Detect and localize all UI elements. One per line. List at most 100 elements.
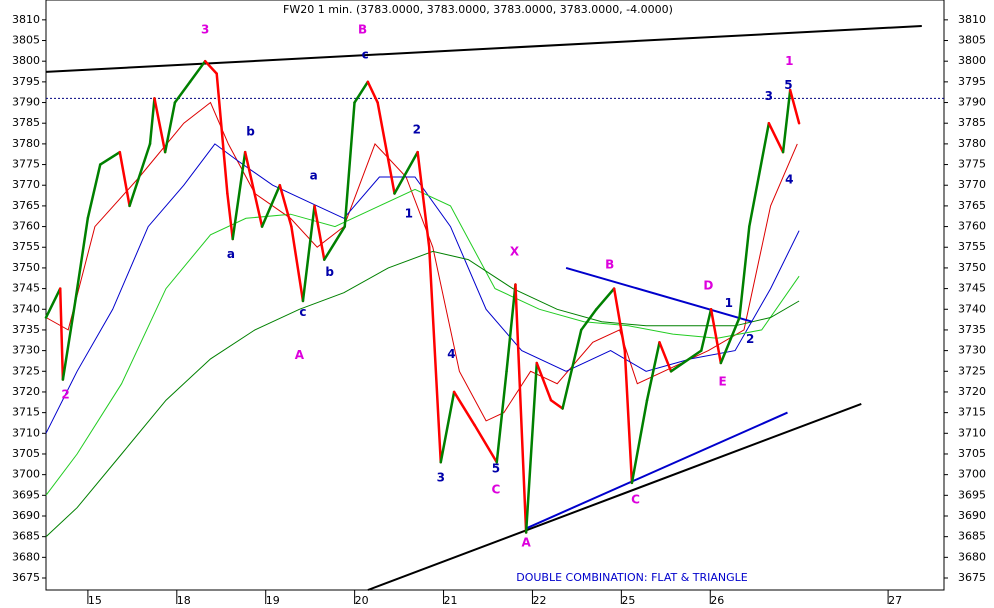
y-tick-label-right: 3750 xyxy=(958,261,986,274)
y-tick-label: 3725 xyxy=(12,364,40,377)
y-tick-label: 3685 xyxy=(12,530,40,543)
wave-label: c xyxy=(299,305,306,319)
price-segment xyxy=(128,142,152,208)
y-tick-label: 3740 xyxy=(12,302,40,315)
x-tick-label: 22 xyxy=(532,594,546,607)
y-tick-label: 3750 xyxy=(12,261,40,274)
price-segment xyxy=(353,80,370,104)
price-segment xyxy=(44,287,62,319)
y-tick-label-right: 3755 xyxy=(958,240,986,253)
y-tick-label: 3745 xyxy=(12,282,40,295)
wave-label: 3 xyxy=(437,470,445,484)
y-tick-label-right: 3740 xyxy=(958,302,986,315)
price-segment xyxy=(473,423,499,464)
price-segment xyxy=(301,204,316,303)
wave-label: C xyxy=(631,492,640,506)
wave-label: 1 xyxy=(405,206,413,220)
chart-title: FW20 1 min. (3783.0000, 3783.0000, 3783.… xyxy=(283,3,673,16)
y-tick-label: 3680 xyxy=(12,550,40,563)
y-tick-label-right: 3785 xyxy=(958,116,986,129)
y-tick-label-right: 3690 xyxy=(958,509,986,522)
price-segment xyxy=(376,101,396,195)
y-tick-label-right: 3700 xyxy=(958,468,986,481)
x-tick-label: 25 xyxy=(621,594,635,607)
y-tick-label: 3760 xyxy=(12,220,40,233)
price-segment xyxy=(767,121,785,154)
x-tick-label: 27 xyxy=(888,594,902,607)
y-tick-label: 3795 xyxy=(12,75,40,88)
price-segment xyxy=(658,341,673,373)
y-tick-label-right: 3745 xyxy=(958,282,986,295)
y-tick-label: 3675 xyxy=(12,571,40,584)
price-segment xyxy=(323,225,346,261)
wave-label: a xyxy=(310,169,318,183)
y-tick-label: 3785 xyxy=(12,116,40,129)
moving-average xyxy=(45,188,800,496)
y-tick-label-right: 3765 xyxy=(958,199,986,212)
wave-label: 4 xyxy=(447,347,455,361)
y-tick-label-right: 3790 xyxy=(958,96,986,109)
y-tick-label-right: 3730 xyxy=(958,344,986,357)
price-segment xyxy=(290,225,305,303)
price-segment xyxy=(86,163,102,220)
price-segment xyxy=(148,97,156,146)
price-segment xyxy=(505,283,517,373)
x-tick-label: 18 xyxy=(177,594,191,607)
price-segment xyxy=(243,150,264,228)
wave-label: D xyxy=(703,279,713,293)
price-segment xyxy=(630,398,649,485)
wave-label: A xyxy=(521,535,531,549)
y-tick-label-right: 3735 xyxy=(958,323,986,336)
price-segment xyxy=(579,308,598,332)
price-segment xyxy=(561,328,583,410)
price-segment xyxy=(58,287,65,381)
trend-line xyxy=(367,402,862,591)
wave-label: X xyxy=(510,244,520,258)
price-segment xyxy=(719,316,741,365)
price-segment xyxy=(393,150,419,195)
price-segment xyxy=(709,308,723,365)
price-segment xyxy=(452,390,476,427)
x-tick-label: 19 xyxy=(266,594,280,607)
price-segment xyxy=(215,72,229,195)
price-segment xyxy=(748,121,771,228)
y-tick-label-right: 3795 xyxy=(958,75,986,88)
price-segment xyxy=(669,349,703,373)
price-segment xyxy=(118,150,131,208)
y-tick-label: 3730 xyxy=(12,344,40,357)
y-tick-label: 3800 xyxy=(12,54,40,67)
x-tick-label: 26 xyxy=(710,594,724,607)
wave-label: a xyxy=(227,247,235,261)
wave-label: 2 xyxy=(61,387,69,401)
y-tick-label-right: 3800 xyxy=(958,54,986,67)
plot-frame xyxy=(45,0,945,591)
y-tick-label-right: 3805 xyxy=(958,34,986,47)
wave-label: 2 xyxy=(413,122,421,136)
price-segment xyxy=(366,80,379,104)
moving-average xyxy=(45,250,800,538)
price-segment xyxy=(495,370,508,464)
wave-label: 2 xyxy=(746,332,754,346)
price-segment xyxy=(343,101,356,228)
y-tick-label: 3780 xyxy=(12,137,40,150)
price-segment xyxy=(595,287,616,311)
price-segment xyxy=(203,59,218,75)
y-tick-label: 3690 xyxy=(12,509,40,522)
price-segment xyxy=(781,88,792,154)
price-segment xyxy=(61,299,77,381)
wave-label: b xyxy=(325,265,334,279)
wave-label: 5 xyxy=(492,461,500,475)
price-segment xyxy=(645,341,661,402)
wave-label: 4 xyxy=(785,172,793,186)
y-tick-label: 3790 xyxy=(12,96,40,109)
y-tick-label-right: 3810 xyxy=(958,13,986,26)
trend-line xyxy=(525,411,788,530)
y-tick-label: 3755 xyxy=(12,240,40,253)
y-tick-label-right: 3775 xyxy=(958,158,986,171)
price-segment xyxy=(260,183,282,228)
price-segment xyxy=(278,183,293,228)
wave-label: E xyxy=(719,375,727,389)
price-segment xyxy=(700,308,713,352)
trend-line xyxy=(565,266,753,323)
